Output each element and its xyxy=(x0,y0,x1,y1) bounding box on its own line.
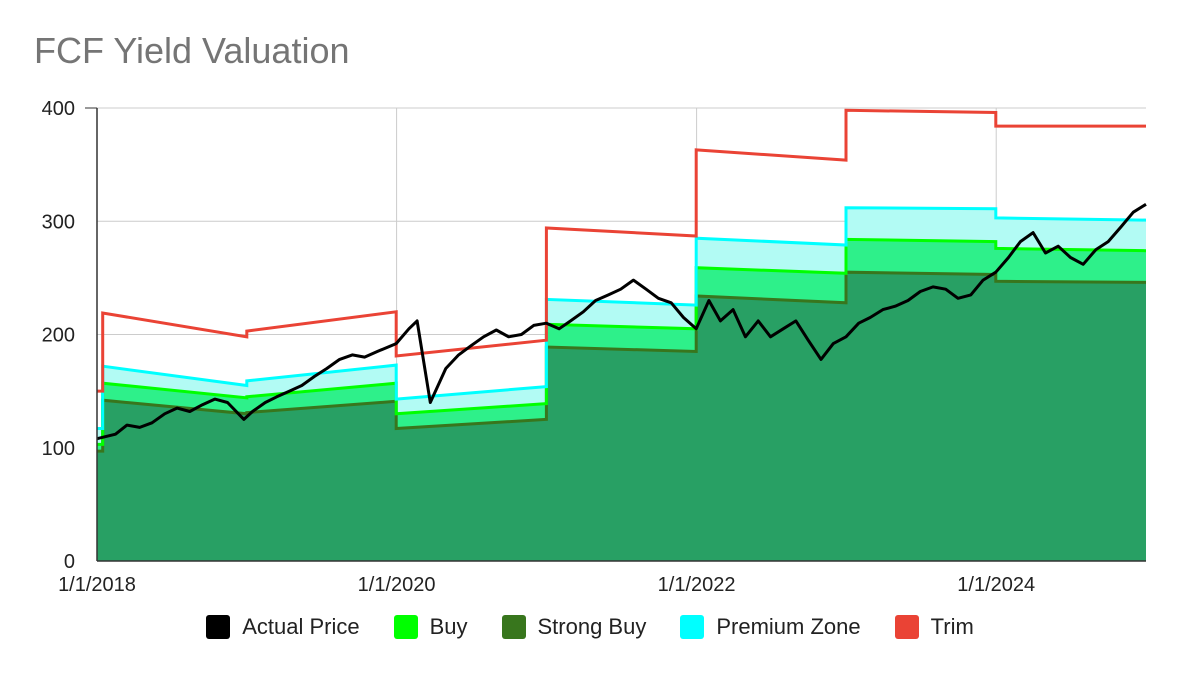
legend-item: Strong Buy xyxy=(501,614,647,640)
x-tick-label: 1/1/2024 xyxy=(957,574,1035,596)
y-tick-label: 300 xyxy=(42,211,75,233)
trim-line xyxy=(97,108,1146,393)
legend-item: Trim xyxy=(894,614,974,640)
y-tick-label: 400 xyxy=(42,98,75,120)
legend-item: Buy xyxy=(393,614,468,640)
y-tick-label: 200 xyxy=(42,325,75,347)
x-tick-label: 1/1/2018 xyxy=(58,574,136,596)
strong-buy-zone-area xyxy=(97,272,1146,561)
y-tick-label: 0 xyxy=(64,551,75,573)
legend-swatch xyxy=(894,615,919,639)
legend-swatch xyxy=(501,615,526,639)
actual-price-line xyxy=(96,203,1147,441)
y-tick-label: 100 xyxy=(42,438,75,460)
buy-zone-area xyxy=(97,239,1146,452)
premium-zone-line xyxy=(97,206,1147,430)
legend-label: Actual Price xyxy=(242,614,360,639)
legend-item: Actual Price xyxy=(206,614,360,640)
x-tick-label: 1/1/2020 xyxy=(358,574,436,596)
legend-label: Premium Zone xyxy=(716,614,861,639)
chart-plot: 0 100 200 300 400 1/1/2018 1/1/2020 1/1/2022 1/1… xyxy=(42,98,1147,596)
x-tick-label: 1/1/2022 xyxy=(658,574,736,596)
legend-label: Strong Buy xyxy=(537,614,647,639)
legend-swatch xyxy=(206,615,231,639)
legend-swatch xyxy=(680,615,705,639)
legend-label: Trim xyxy=(930,614,974,639)
chart-legend: Actual Price Buy Strong Buy Premium Zone Tri… xyxy=(0,614,1180,640)
legend-label: Buy xyxy=(429,614,468,639)
legend-swatch xyxy=(393,615,418,639)
legend-item: Premium Zone xyxy=(680,614,861,640)
chart-title: FCF Yield Valuation xyxy=(34,30,350,71)
